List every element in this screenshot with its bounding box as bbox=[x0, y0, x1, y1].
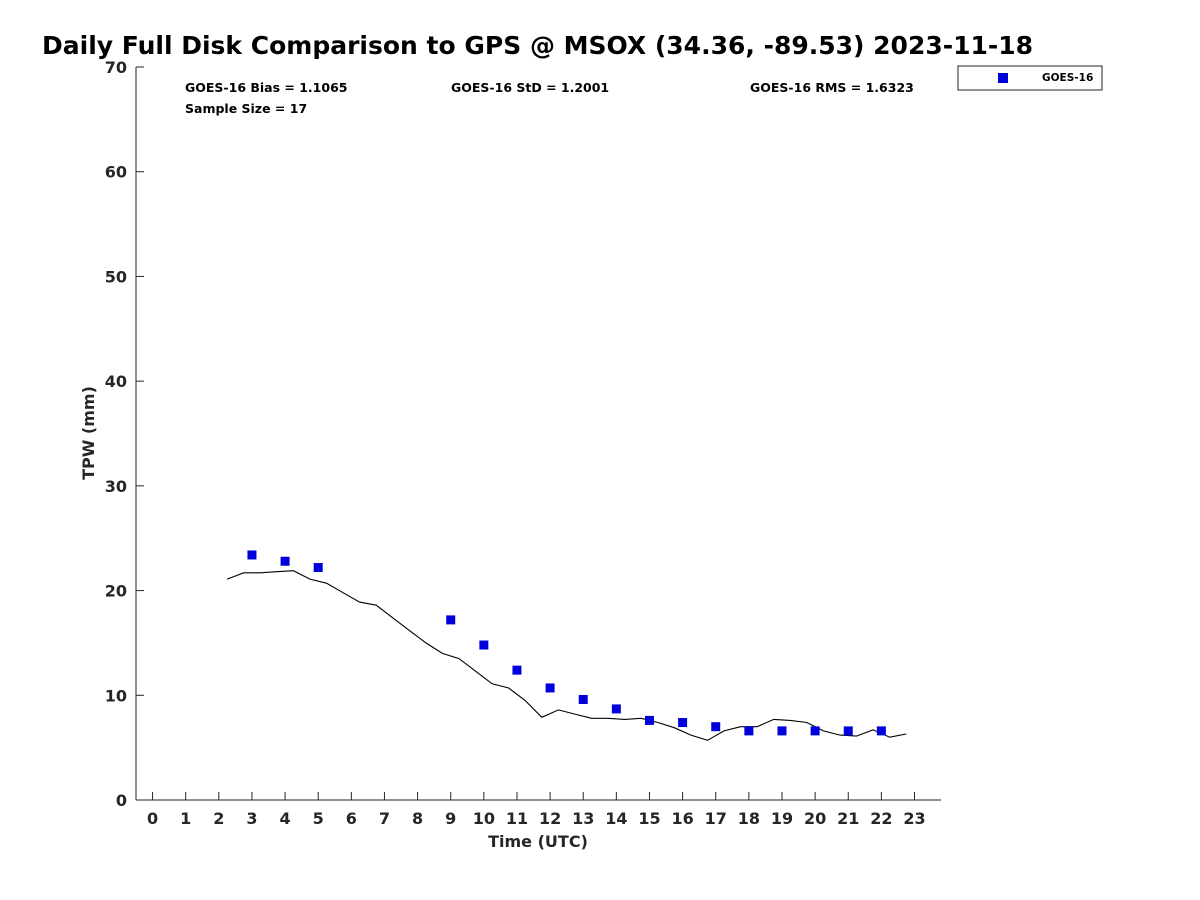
stat-rms: GOES-16 RMS = 1.6323 bbox=[750, 80, 914, 95]
x-tick-label: 14 bbox=[605, 809, 627, 828]
goes16-point bbox=[644, 715, 654, 725]
goes16-point bbox=[843, 726, 853, 736]
legend-label-goes16: GOES-16 bbox=[1042, 72, 1093, 84]
stat-std: GOES-16 StD = 1.2001 bbox=[451, 80, 609, 95]
stat-sample-size: Sample Size = 17 bbox=[185, 101, 307, 116]
x-tick-label: 13 bbox=[572, 809, 594, 828]
goes16-point bbox=[711, 722, 721, 732]
x-tick-label: 3 bbox=[246, 809, 257, 828]
y-ticks: 0 10 20 30 40 50 60 70 bbox=[105, 58, 144, 810]
y-tick-label: 10 bbox=[105, 686, 127, 705]
series-layer bbox=[226, 550, 907, 741]
x-tick-label: 11 bbox=[506, 809, 528, 828]
x-tick-label: 2 bbox=[213, 809, 224, 828]
y-tick-label: 60 bbox=[105, 163, 127, 182]
goes16-point bbox=[744, 726, 754, 736]
x-tick-label: 18 bbox=[738, 809, 760, 828]
x-tick-label: 20 bbox=[804, 809, 826, 828]
goes16-point bbox=[545, 683, 555, 693]
goes16-point bbox=[313, 563, 323, 573]
y-tick-label: 70 bbox=[105, 58, 127, 77]
goes16-point bbox=[810, 726, 820, 736]
goes16-point bbox=[876, 726, 886, 736]
goes16-point bbox=[280, 556, 290, 566]
x-tick-label: 12 bbox=[539, 809, 561, 828]
x-tick-label: 1 bbox=[180, 809, 191, 828]
y-tick-label: 50 bbox=[105, 267, 127, 286]
x-tick-label: 16 bbox=[671, 809, 693, 828]
stat-bias: GOES-16 Bias = 1.1065 bbox=[185, 80, 347, 95]
y-tick-label: 30 bbox=[105, 477, 127, 496]
x-tick-label: 21 bbox=[837, 809, 859, 828]
x-tick-label: 10 bbox=[473, 809, 495, 828]
chart-title: Daily Full Disk Comparison to GPS @ MSOX… bbox=[42, 31, 1033, 60]
y-tick-label: 20 bbox=[105, 582, 127, 601]
goes16-point bbox=[247, 550, 257, 560]
x-tick-label: 22 bbox=[870, 809, 892, 828]
x-tick-label: 0 bbox=[147, 809, 158, 828]
legend-marker-goes16 bbox=[998, 73, 1008, 83]
x-tick-label: 23 bbox=[903, 809, 925, 828]
goes16-point bbox=[479, 640, 489, 650]
y-tick-label: 40 bbox=[105, 372, 127, 391]
x-tick-label: 17 bbox=[705, 809, 727, 828]
legend-box bbox=[957, 65, 1103, 91]
goes16-point bbox=[678, 718, 688, 728]
x-tick-label: 7 bbox=[379, 809, 390, 828]
x-tick-label: 4 bbox=[280, 809, 291, 828]
y-axis-label: TPW (mm) bbox=[79, 386, 98, 480]
x-tick-label: 6 bbox=[346, 809, 357, 828]
y-tick-label: 0 bbox=[116, 791, 127, 810]
gps-reference-line bbox=[226, 570, 907, 741]
x-tick-label: 5 bbox=[313, 809, 324, 828]
goes16-point bbox=[611, 704, 621, 714]
plot-area: 0 1 2 3 4 5 6 7 8 9 10 11 12 13 14 15 16 17 18 19 20 21 22 23 0… bbox=[105, 58, 941, 828]
legend: GOES-16 bbox=[957, 65, 1103, 91]
x-tick-label: 19 bbox=[771, 809, 793, 828]
x-tick-label: 15 bbox=[638, 809, 660, 828]
x-ticks: 0 1 2 3 4 5 6 7 8 9 10 11 12 13 14 15 16 17 18 19 20 21 22 23 bbox=[147, 792, 926, 828]
goes16-point bbox=[578, 694, 588, 704]
goes16-point bbox=[512, 665, 522, 675]
x-tick-label: 9 bbox=[445, 809, 456, 828]
x-axis-label: Time (UTC) bbox=[488, 832, 588, 851]
goes16-point bbox=[446, 615, 456, 625]
goes16-point bbox=[777, 726, 787, 736]
x-tick-label: 8 bbox=[412, 809, 423, 828]
